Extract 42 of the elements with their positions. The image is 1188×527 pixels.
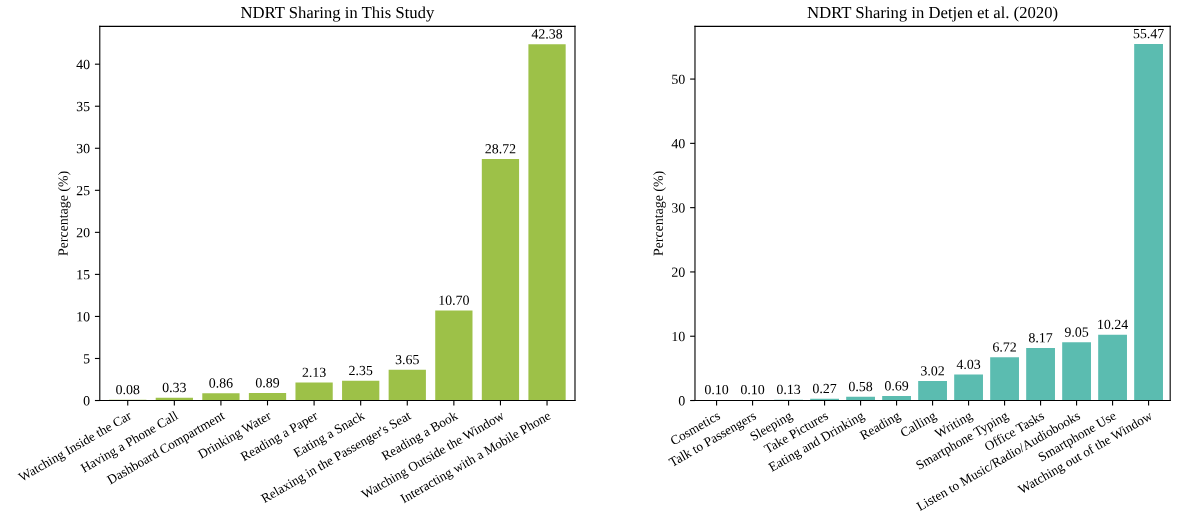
y-tick-label: 0: [83, 396, 90, 406]
y-tick-label: 30: [672, 203, 685, 213]
y-tick-label: 30: [76, 143, 90, 154]
data-label: 0.10: [704, 384, 729, 395]
y-tick-label: 5: [83, 354, 90, 364]
data-label: 0.13: [776, 384, 801, 395]
data-label: 28.72: [485, 144, 516, 154]
chart-title: NDRT Sharing in Detjen et al. (2020): [807, 6, 1058, 22]
data-label: 0.27: [812, 383, 837, 394]
y-axis-title: Percentage (%): [653, 171, 666, 256]
data-label: 55.47: [1133, 29, 1164, 39]
chart-title: NDRT Sharing in This Study: [240, 6, 435, 22]
y-tick-label: 40: [76, 59, 90, 70]
y-tick-label: 15: [77, 270, 90, 280]
data-label: 0.86: [209, 378, 233, 388]
y-tick-label: 35: [76, 101, 90, 112]
data-label: 8.17: [1028, 333, 1053, 343]
data-label: 0.58: [848, 381, 873, 392]
data-label: 4.03: [956, 359, 981, 370]
y-tick-label: 50: [672, 74, 685, 85]
data-label: 42.38: [531, 29, 563, 39]
data-label: 10.24: [1098, 319, 1128, 330]
data-label: 0.89: [255, 378, 280, 388]
y-tick-label: 25: [76, 185, 90, 196]
data-label: 3.65: [395, 354, 419, 365]
data-label: 0.08: [116, 384, 140, 395]
data-label: 0.10: [740, 384, 765, 395]
y-tick-label: 40: [671, 138, 685, 149]
y-tick-label: 20: [76, 227, 90, 238]
y-axis-title: Percentage (%): [57, 171, 71, 256]
data-label: 6.72: [993, 342, 1016, 352]
data-label: 9.05: [1064, 327, 1089, 337]
data-label: 0.33: [162, 382, 186, 393]
y-tick-label: 0: [678, 396, 685, 406]
data-label: 10.70: [439, 295, 469, 306]
y-tick-label: 20: [671, 267, 685, 277]
y-tick-label: 10: [672, 331, 685, 342]
data-label: 0.69: [884, 381, 909, 391]
y-tick-label: 10: [77, 312, 90, 322]
data-label: 2.13: [302, 367, 326, 378]
data-label: 2.35: [349, 365, 373, 376]
data-label: 3.02: [921, 366, 944, 376]
